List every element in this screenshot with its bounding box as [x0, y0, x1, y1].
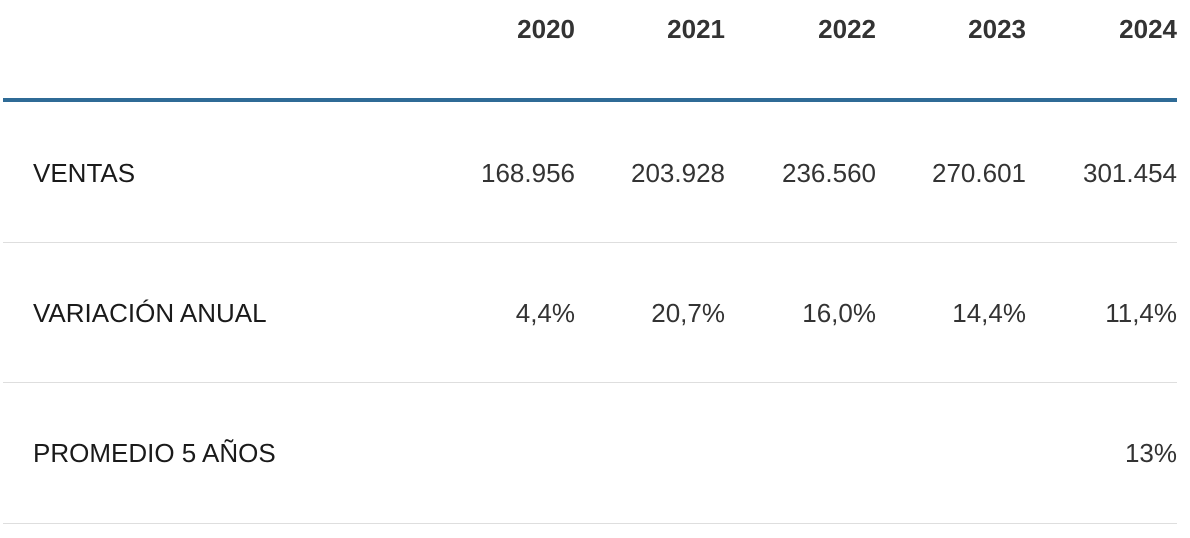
header-rule [3, 98, 1177, 102]
cell-value: 301.454 [1083, 158, 1177, 188]
column-header: 2020 [517, 14, 575, 44]
cell-value: 203.928 [631, 158, 725, 188]
column-header: 2022 [818, 14, 876, 44]
summary-label: PROMEDIO 5 AÑOS [33, 438, 276, 468]
summary-value: 13% [1124, 438, 1177, 468]
cell-value: 16,0% [802, 298, 876, 328]
cell-value: 168.956 [481, 158, 575, 188]
cell-value: 4,4% [515, 298, 575, 328]
row-divider [3, 523, 1177, 524]
cell-value: 11,4% [1105, 298, 1177, 328]
column-header: 2023 [968, 14, 1026, 44]
row-divider [3, 382, 1177, 383]
cell-value: 236.560 [782, 158, 876, 188]
row-label: VARIACIÓN ANUAL [33, 298, 267, 328]
row-label: VENTAS [33, 158, 136, 188]
cell-value: 270.601 [932, 158, 1026, 188]
column-header: 2021 [667, 14, 725, 44]
column-header: 2024 [1119, 14, 1177, 44]
cell-value: 20,7% [651, 298, 725, 328]
row-divider [3, 242, 1177, 243]
cell-value: 14,4% [952, 298, 1026, 328]
